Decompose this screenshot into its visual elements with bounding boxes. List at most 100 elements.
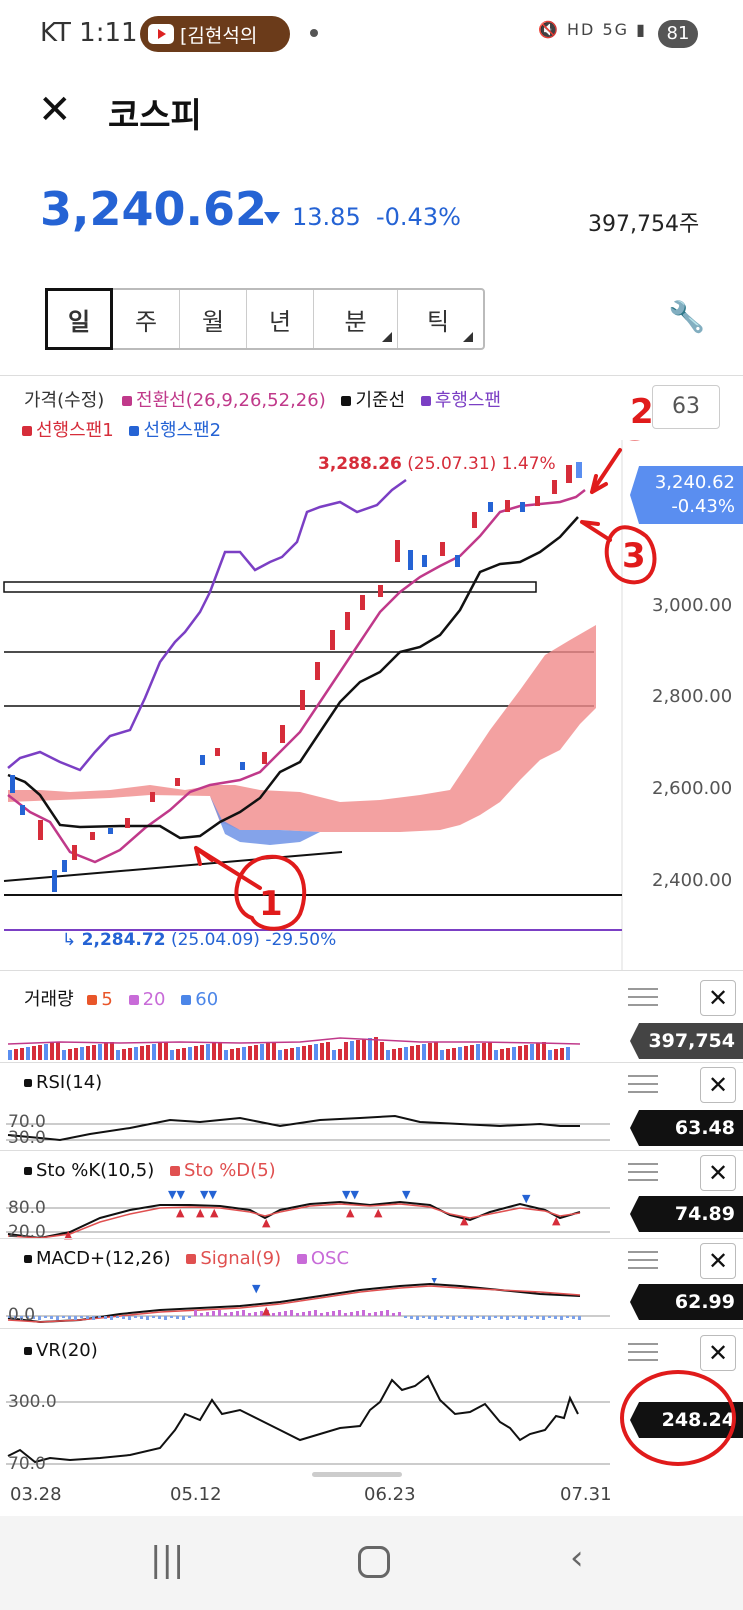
volume-bar — [92, 1045, 96, 1060]
osc-bar — [308, 1311, 311, 1316]
volume-label: 거래량 — [24, 989, 74, 1010]
panel-close-button[interactable]: ✕ — [700, 1335, 736, 1371]
tab-year[interactable]: 년 — [247, 290, 314, 348]
volume-bar — [464, 1046, 468, 1060]
panel-menu-icon[interactable] — [628, 1163, 658, 1183]
home-icon[interactable] — [358, 1546, 390, 1578]
legend-lag-label: 후행스팬 — [434, 390, 502, 411]
legend-base: 기준선 — [341, 390, 405, 411]
volume-bar — [236, 1048, 240, 1060]
osc-bar — [86, 1316, 89, 1319]
svg-text:▲: ▲ — [374, 1206, 383, 1219]
osc-bar — [560, 1316, 563, 1320]
volume-bar — [296, 1047, 300, 1060]
volume-bar — [242, 1047, 246, 1060]
osc-bar — [272, 1313, 275, 1316]
volume-bar — [488, 1042, 492, 1060]
y-tick: 2,400.00 — [652, 870, 733, 891]
tab-month[interactable]: 월 — [180, 290, 247, 348]
volume-ma20-label: 20 — [142, 989, 166, 1010]
osc-bar — [128, 1316, 131, 1320]
y-tick: 3,000.00 — [652, 595, 733, 616]
svg-text:▲: ▲ — [196, 1206, 205, 1219]
volume-ma5-label: 5 — [101, 989, 113, 1010]
volume-bar — [62, 1050, 66, 1060]
sto-k-line — [7, 1200, 581, 1240]
x-tick: 07.31 — [560, 1484, 612, 1505]
macd-label-text: MACD+(12,26) — [36, 1248, 171, 1269]
period-tabs: 일 주 월 년 분 틱 — [45, 288, 485, 350]
volume-bar — [14, 1049, 18, 1060]
wrench-icon[interactable]: 🔧 — [668, 300, 706, 335]
panel-menu-icon[interactable] — [628, 1251, 658, 1271]
panel-menu-icon[interactable] — [628, 1343, 658, 1363]
osc-bar — [32, 1316, 35, 1319]
volume-bar — [362, 1039, 366, 1060]
high-date: (25.07.31) 1.47% — [407, 454, 556, 474]
volume-ma60: 60 — [181, 989, 218, 1010]
osc-bar — [134, 1316, 137, 1318]
vr-label-text: VR(20) — [36, 1340, 98, 1361]
osc-bar — [110, 1316, 113, 1320]
youtube-icon — [148, 24, 174, 44]
sto-k-label: Sto %K(10,5) — [36, 1160, 155, 1181]
annotation-marks — [194, 440, 657, 931]
sto-chart: ▼▼ ▼▼ ▼▼ ▼ ▼ ▲ ▲ ▲ ▲▲ ▲ ▲ ▲▲ — [6, 1190, 610, 1240]
divider — [0, 1238, 743, 1239]
volume-bar — [260, 1044, 264, 1060]
svg-text:▲: ▲ — [460, 1214, 469, 1227]
osc-bar — [224, 1313, 227, 1316]
osc-bar — [98, 1316, 101, 1318]
legend-swatch — [87, 995, 98, 1005]
tab-tick[interactable]: 틱 — [398, 290, 478, 348]
legend-lead1: 선행스팬1 — [22, 420, 114, 441]
price-change: 13.85 — [292, 203, 361, 231]
scroll-indicator[interactable] — [312, 1472, 402, 1477]
osc-bar — [152, 1316, 155, 1318]
volume-bar — [116, 1050, 120, 1060]
back-icon[interactable]: ‹ — [570, 1538, 584, 1578]
volume-bar — [548, 1050, 552, 1060]
legend-swatch — [169, 1166, 180, 1176]
osc-bar — [500, 1316, 503, 1319]
panel-close-button[interactable]: ✕ — [700, 1155, 736, 1191]
osc-bar — [164, 1316, 167, 1320]
panel-menu-icon[interactable] — [628, 988, 658, 1008]
macd-signal-label: Signal(9) — [200, 1248, 282, 1269]
tab-minute[interactable]: 분 — [314, 290, 398, 348]
panel-close-button[interactable]: ✕ — [700, 1067, 736, 1103]
osc-bar — [176, 1316, 179, 1319]
volume-bar — [482, 1043, 486, 1060]
volume-bar — [38, 1045, 42, 1060]
page-title: 코스피 — [108, 96, 202, 136]
svg-text:▼: ▼ — [522, 1192, 531, 1205]
vr-label: VR(20) — [24, 1340, 98, 1361]
volume-bar — [44, 1044, 48, 1060]
volume-bar — [512, 1047, 516, 1060]
macd-level: 0.0 — [8, 1305, 36, 1325]
tab-day[interactable]: 일 — [45, 288, 113, 350]
osc-bar — [188, 1316, 191, 1318]
lagging-span-line — [7, 478, 407, 772]
svg-text:▼▼: ▼▼ — [200, 1190, 217, 1201]
osc-bar — [320, 1313, 323, 1316]
osc-bar — [212, 1311, 215, 1316]
osc-bar — [512, 1316, 515, 1318]
tab-week[interactable]: 주 — [113, 290, 180, 348]
crosshair-value-box[interactable]: 63 — [652, 385, 720, 429]
panel-menu-icon[interactable] — [628, 1075, 658, 1095]
panel-close-button[interactable]: ✕ — [700, 1243, 736, 1279]
volume-bar — [404, 1047, 408, 1060]
recents-icon[interactable]: ||| — [150, 1540, 185, 1580]
panel-close-button[interactable]: ✕ — [700, 980, 736, 1016]
osc-bar — [392, 1313, 395, 1316]
osc-bar — [182, 1316, 185, 1320]
volume-bar — [542, 1042, 546, 1060]
close-icon[interactable]: ✕ — [38, 87, 72, 133]
osc-bar — [410, 1316, 413, 1319]
osc-bar — [116, 1316, 119, 1318]
main-chart[interactable] — [0, 440, 743, 970]
submenu-corner-icon — [382, 332, 392, 342]
notification-text: [김현석의 — [180, 25, 258, 47]
tab-label: 월 — [201, 307, 225, 336]
